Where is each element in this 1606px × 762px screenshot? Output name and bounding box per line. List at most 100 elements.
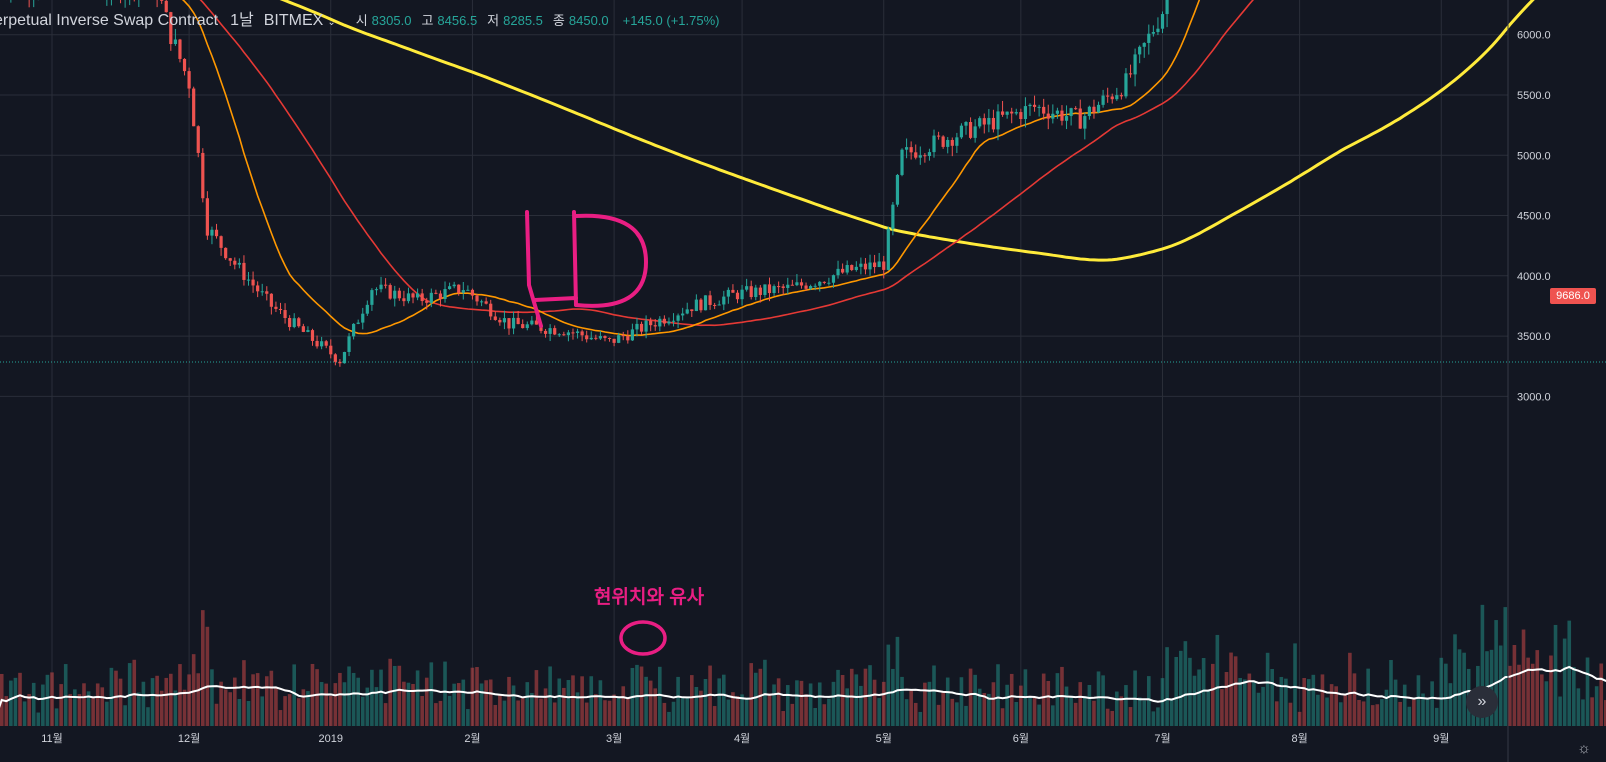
volume-bar xyxy=(1064,686,1069,726)
candle-body xyxy=(923,155,927,157)
candle-body xyxy=(338,361,342,364)
volume-bar xyxy=(1288,702,1293,726)
volume-bar xyxy=(964,705,968,726)
annotation-text[interactable]: 현위치와 유사 xyxy=(594,587,705,608)
volume-bar xyxy=(1576,688,1581,726)
candle-body xyxy=(968,122,973,138)
volume-bar xyxy=(351,672,356,726)
volume-bar xyxy=(895,636,900,726)
chevron-down-icon[interactable]: ⌄ xyxy=(327,17,336,28)
volume-bar xyxy=(1242,679,1247,726)
candle-body xyxy=(429,292,433,303)
volume-bar xyxy=(1000,708,1005,726)
candle-body xyxy=(781,286,785,288)
volume-bar xyxy=(479,683,484,726)
volume-bar xyxy=(406,682,411,726)
candle-body xyxy=(489,303,493,317)
volume-bar xyxy=(1279,676,1284,726)
candle-body xyxy=(475,295,479,302)
candle-body xyxy=(333,354,337,362)
volume-bar xyxy=(196,673,201,726)
candle-body xyxy=(612,338,616,343)
volume-bar xyxy=(493,704,498,726)
candle-body xyxy=(1101,95,1105,105)
volume-bar xyxy=(1439,657,1444,726)
volume-bar xyxy=(1311,674,1316,726)
candle-body xyxy=(982,118,986,125)
gear-icon[interactable]: ☼ xyxy=(1577,740,1591,757)
volume-bar xyxy=(1530,663,1535,726)
candle-body xyxy=(466,289,470,291)
last-price-badge: 9686.0 xyxy=(1550,288,1596,304)
candle-body xyxy=(1055,110,1059,114)
volume-bar xyxy=(429,662,434,726)
volume-bar xyxy=(607,700,612,726)
candle-body xyxy=(904,147,909,150)
volume-bar xyxy=(1192,675,1197,726)
volume-bar xyxy=(1046,680,1051,726)
time-tick-label: 2019 xyxy=(319,733,343,745)
double-chevron-right-icon[interactable]: » xyxy=(1466,686,1498,718)
volume-bar xyxy=(1421,693,1425,726)
volume-bar xyxy=(1316,694,1320,726)
candle-body xyxy=(237,262,241,265)
exchange-label[interactable]: BITMEX xyxy=(263,12,324,29)
candle-body xyxy=(315,340,319,347)
candle-body xyxy=(498,319,502,323)
drawing-stroke xyxy=(533,296,578,302)
volume-bar xyxy=(470,667,475,726)
volume-bar xyxy=(982,692,987,726)
volume-bar xyxy=(598,680,603,726)
candles xyxy=(5,0,1169,367)
candle-body xyxy=(479,301,484,303)
volume-bar xyxy=(1320,674,1325,726)
candle-body xyxy=(959,125,964,138)
time-tick-label: 5월 xyxy=(876,732,892,745)
volume-bar xyxy=(260,696,265,726)
drawing-stroke xyxy=(572,210,578,307)
candle-body xyxy=(434,292,438,294)
candle-body xyxy=(1014,112,1018,114)
volume-bar xyxy=(1078,682,1083,726)
volume-bar xyxy=(886,644,891,726)
candle-body xyxy=(511,317,516,329)
candle-body xyxy=(379,284,383,290)
timeframe-label[interactable]: 1날 xyxy=(230,12,254,29)
volume-bar xyxy=(438,700,443,726)
volume-bar xyxy=(1343,695,1348,726)
symbol-title[interactable]: erpetual Inverse Swap Contract xyxy=(0,12,219,29)
volume-bar xyxy=(219,681,223,726)
volume-bar xyxy=(223,689,228,726)
volume-bar xyxy=(159,690,164,726)
ma-slow-line xyxy=(279,0,1535,262)
candle-body xyxy=(548,328,552,334)
candle-body xyxy=(644,320,648,332)
volume-bar xyxy=(854,674,859,726)
candle-body xyxy=(946,139,950,147)
volume-bar xyxy=(488,679,493,726)
close-value: 8450.0 xyxy=(568,13,609,28)
price-tick-label: 4500.0 xyxy=(1517,211,1551,223)
candle-body xyxy=(1032,104,1037,107)
candle-body xyxy=(758,287,762,295)
volume-bar xyxy=(1361,701,1366,726)
volume-bar xyxy=(913,702,918,726)
volume-bar xyxy=(1197,669,1201,726)
volume-bar xyxy=(1028,697,1032,726)
candle-body xyxy=(955,137,959,146)
volume-bar xyxy=(1229,652,1233,726)
candle-body xyxy=(292,318,296,328)
candle-body xyxy=(891,204,895,229)
time-tick-label: 12월 xyxy=(178,732,200,745)
volume-bar xyxy=(1457,649,1462,726)
candle-body xyxy=(425,301,429,303)
volume-bar xyxy=(1128,707,1133,726)
volume-bar xyxy=(415,670,420,726)
volume-bar xyxy=(511,685,516,726)
volume-bar xyxy=(516,700,520,726)
volume-bar xyxy=(1357,699,1361,726)
volume-bar xyxy=(534,670,539,726)
candle-body xyxy=(630,329,634,341)
volume-bar xyxy=(945,677,950,726)
